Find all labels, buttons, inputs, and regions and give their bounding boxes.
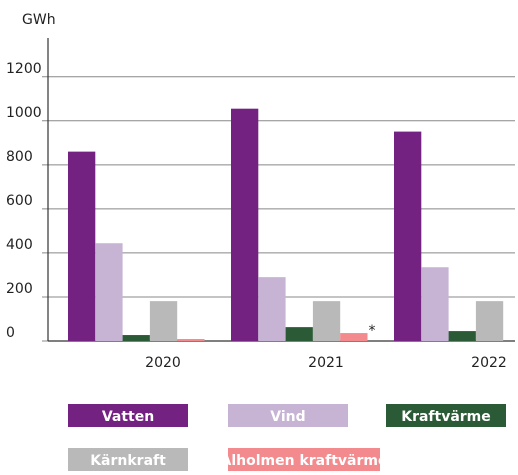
bar — [258, 277, 286, 341]
legend-label: Kraftvärme — [401, 409, 491, 425]
bar — [340, 333, 368, 341]
y-tick-label: 1200 — [6, 61, 42, 77]
legend-swatch — [228, 404, 348, 427]
bar — [149, 301, 178, 341]
bar — [95, 243, 123, 341]
x-tick-label: 2022 — [471, 355, 507, 371]
legend-swatch — [68, 448, 188, 471]
legend-label: Kärnkraft — [90, 453, 166, 469]
bar — [312, 301, 341, 341]
legend-swatch — [228, 448, 380, 471]
x-tick-label: 2021 — [308, 355, 344, 371]
legend-label: Alholmen kraftvärme — [221, 453, 388, 469]
y-axis-label: GWh — [22, 12, 56, 28]
bar — [421, 267, 449, 341]
bar — [68, 151, 96, 341]
legend-label: Vind — [270, 409, 305, 425]
bar — [177, 339, 205, 341]
y-tick-label: 200 — [6, 281, 33, 297]
bar — [231, 108, 259, 341]
x-tick-label: 2020 — [145, 355, 181, 371]
legend-swatch — [68, 404, 188, 427]
y-tick-label: 1000 — [6, 105, 42, 121]
y-tick-label: 0 — [6, 325, 15, 341]
bar — [394, 131, 422, 341]
legend-label: Vatten — [102, 409, 154, 425]
bar — [448, 331, 476, 341]
bar — [285, 327, 313, 341]
bar — [475, 301, 504, 341]
bar — [122, 335, 150, 341]
y-tick-label: 400 — [6, 237, 33, 253]
y-tick-label: 600 — [6, 193, 33, 209]
legend-swatch — [386, 404, 506, 427]
y-tick-label: 800 — [6, 149, 33, 165]
annotation: * — [369, 323, 376, 339]
